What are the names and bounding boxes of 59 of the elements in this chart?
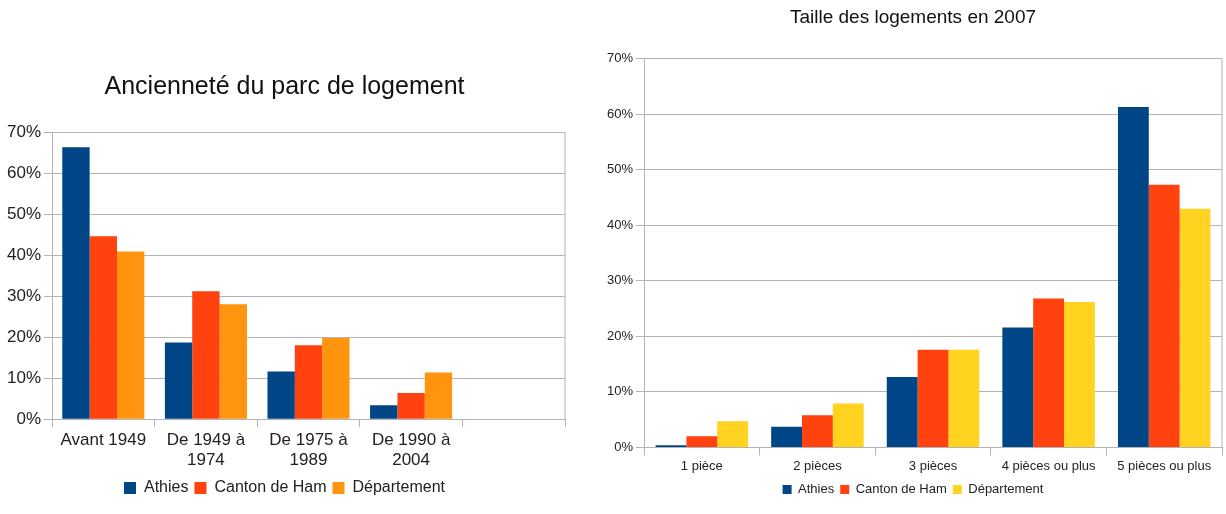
y-tick-label: 30%: [606, 272, 634, 288]
bar: [89, 236, 117, 419]
bar: [1033, 298, 1065, 447]
x-tick-label: 1 pièce: [680, 457, 723, 473]
legend-label: Département: [352, 478, 446, 496]
x-tick-label: 2 pièces: [793, 457, 843, 473]
y-tick-label: 0%: [16, 408, 42, 428]
x-tick-label: De 1975 à 1989: [269, 430, 349, 470]
y-tick-label: 30%: [6, 285, 42, 305]
chart-title: Taille des logements en 2007: [789, 5, 1037, 27]
bar: [219, 304, 247, 419]
bar: [1064, 301, 1095, 447]
bar: [948, 349, 980, 447]
bar: [717, 421, 749, 447]
x-tick-label: 5 pièces ou plus: [1117, 457, 1212, 473]
y-tick-label: 0%: [614, 438, 634, 454]
y-tick-label: 10%: [6, 367, 42, 387]
bar: [886, 376, 918, 447]
y-tick-label: 60%: [606, 105, 634, 121]
bar: [802, 415, 833, 447]
bar: [917, 349, 949, 447]
y-tick-label: 10%: [606, 383, 634, 399]
bar: [686, 436, 718, 447]
bar: [62, 147, 90, 419]
bar: [192, 291, 220, 419]
legend-label: Canton de Ham: [214, 478, 327, 496]
y-tick-label: 70%: [6, 121, 42, 141]
y-tick-label: 50%: [6, 203, 42, 223]
x-tick-label: De 1949 à 1974: [166, 430, 246, 470]
legend-label: Département: [968, 481, 1044, 497]
bar: [117, 251, 145, 419]
y-tick-label: 20%: [606, 327, 634, 343]
bar: [424, 372, 453, 419]
legend-label: Athies: [143, 478, 189, 496]
y-tick-label: 40%: [6, 244, 42, 264]
bar: [832, 403, 864, 447]
x-tick-label: 4 pièces ou plus: [1001, 457, 1097, 473]
legend-label: Athies: [798, 481, 835, 497]
x-tick-label: De 1990 à 2004: [371, 430, 451, 470]
legend-label: Canton de Ham: [855, 481, 947, 497]
bar: [294, 345, 323, 419]
bar: [771, 426, 802, 447]
x-tick-label: 3 pièces: [908, 457, 958, 473]
y-tick-label: 50%: [606, 161, 634, 177]
chart-title: Ancienneté du parc de logement: [104, 70, 465, 99]
y-tick-label: 60%: [6, 162, 42, 182]
bar: [322, 337, 350, 419]
bar: [370, 405, 398, 419]
bar: [1179, 208, 1211, 447]
x-tick-label: Avant 1949: [60, 430, 147, 450]
bar: [1002, 327, 1034, 447]
bar: [267, 371, 295, 419]
bar: [1148, 184, 1180, 447]
y-tick-label: 70%: [606, 50, 634, 66]
bar: [397, 392, 425, 419]
y-tick-label: 40%: [606, 216, 634, 232]
bar: [1117, 107, 1149, 447]
y-tick-label: 20%: [6, 326, 42, 346]
bar: [164, 342, 193, 419]
